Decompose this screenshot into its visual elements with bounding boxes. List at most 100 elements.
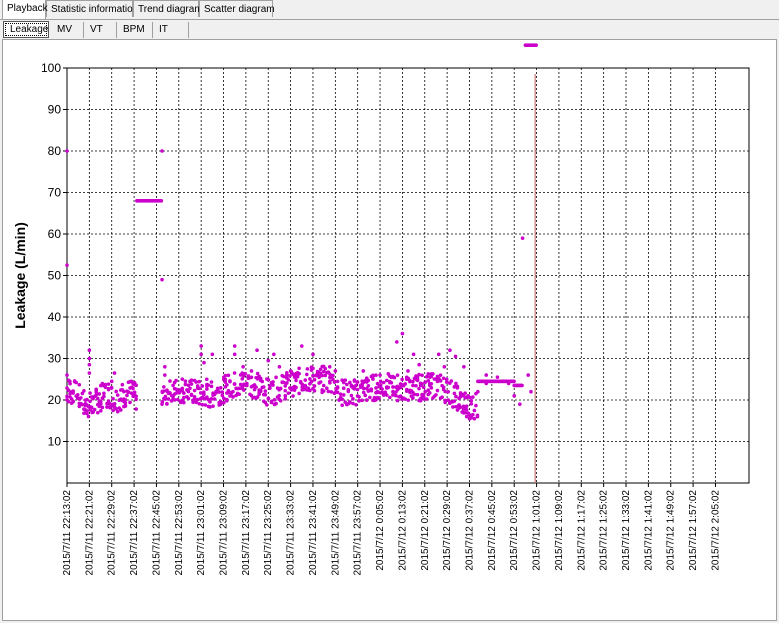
data-point: [112, 401, 117, 406]
data-point: [77, 382, 82, 387]
data-point: [180, 377, 185, 381]
data-point: [102, 391, 106, 396]
subtab-it[interactable]: IT: [153, 22, 189, 38]
outlier-point: [241, 365, 245, 369]
outlier-point: [160, 277, 164, 282]
tab-trend-diagram[interactable]: Trend diagram: [133, 0, 203, 17]
data-point: [240, 377, 245, 381]
outlier-point: [163, 365, 167, 369]
x-tick-label: 2015/7/12 1:57:02: [688, 490, 699, 571]
data-point: [451, 405, 455, 409]
outlier-point: [112, 371, 117, 375]
x-tick-label: 2015/7/11 23:57:02: [353, 490, 364, 576]
data-point: [162, 385, 166, 389]
data-point: [243, 371, 248, 376]
segment-point: [159, 199, 164, 203]
outlier-point: [529, 389, 533, 394]
outlier-point: [65, 149, 69, 153]
x-tick-label: 2015/7/12 1:41:02: [643, 490, 654, 571]
y-tick-label: 20: [48, 393, 62, 407]
data-point: [165, 401, 169, 406]
data-point: [99, 409, 103, 413]
data-point: [292, 388, 297, 392]
data-point: [88, 399, 92, 404]
data-point: [305, 372, 309, 377]
subtab-leakage[interactable]: Leakage: [3, 21, 49, 38]
outlier-point: [467, 416, 472, 421]
outlier-point: [199, 352, 203, 357]
data-point: [434, 393, 438, 397]
data-point: [225, 397, 229, 402]
segment-point: [512, 379, 516, 384]
data-point: [346, 387, 351, 392]
data-point: [111, 408, 115, 413]
outlier-point: [294, 375, 298, 379]
tab-scatter-diagram[interactable]: Scatter diagram: [199, 0, 275, 17]
x-tick-label: 2015/7/11 22:21:02: [84, 490, 95, 576]
data-point: [175, 397, 180, 402]
data-point: [209, 396, 214, 401]
data-point: [426, 388, 431, 393]
data-point: [94, 390, 99, 394]
data-point: [463, 410, 467, 415]
segment-point: [520, 383, 524, 388]
y-axis-label: Leakage (L/min): [12, 222, 28, 329]
data-point: [197, 379, 202, 384]
data-point: [131, 386, 135, 391]
data-point: [467, 413, 472, 417]
data-point: [74, 380, 79, 385]
outlier-point: [109, 379, 114, 384]
data-point: [395, 398, 400, 403]
data-point: [429, 381, 434, 386]
subtab-bpm[interactable]: BPM: [117, 22, 153, 38]
outlier-point: [87, 362, 92, 367]
data-point: [325, 386, 329, 391]
subtab-mv[interactable]: MV: [51, 22, 84, 38]
x-tick-label: 2015/7/12 0:53:02: [509, 490, 520, 571]
main-tab-bar: Playback Statistic information Trend dia…: [0, 0, 779, 20]
data-point: [258, 389, 263, 394]
data-point: [80, 402, 85, 407]
x-tick-label: 2015/7/11 23:33:02: [286, 490, 297, 576]
data-point: [329, 390, 334, 394]
data-point: [260, 379, 265, 384]
data-point: [261, 385, 266, 389]
data-point: [223, 377, 228, 382]
tab-statistic-information[interactable]: Statistic information: [46, 0, 138, 17]
data-point: [241, 388, 246, 392]
data-point: [192, 394, 197, 399]
data-point: [408, 379, 412, 384]
data-point: [400, 377, 404, 382]
tab-playback[interactable]: Playback: [2, 0, 48, 19]
x-tick-label: 2015/7/11 23:25:02: [263, 490, 274, 576]
data-point: [352, 379, 357, 383]
data-point: [360, 398, 364, 403]
data-point: [417, 372, 421, 377]
x-tick-label: 2015/7/12 0:37:02: [464, 490, 475, 571]
data-point: [380, 390, 384, 395]
data-point: [231, 389, 235, 394]
data-point: [223, 380, 228, 384]
data-point: [454, 381, 458, 386]
data-point: [449, 379, 454, 383]
outlier-point: [160, 402, 164, 406]
outlier-point: [436, 352, 441, 357]
data-point: [109, 385, 114, 390]
outlier-point: [526, 373, 530, 377]
data-point: [238, 382, 243, 387]
data-point: [266, 377, 271, 382]
data-point: [245, 383, 249, 388]
data-point: [126, 390, 131, 395]
data-point: [115, 409, 120, 414]
data-point: [240, 385, 245, 389]
data-point: [222, 396, 226, 401]
data-point: [271, 383, 275, 387]
data-point: [103, 382, 108, 387]
subtab-vt[interactable]: VT: [84, 22, 117, 38]
data-point: [378, 379, 383, 384]
data-point: [423, 389, 427, 394]
data-point: [415, 392, 420, 397]
data-point: [182, 391, 186, 395]
data-point: [226, 390, 231, 395]
data-point: [388, 395, 392, 400]
